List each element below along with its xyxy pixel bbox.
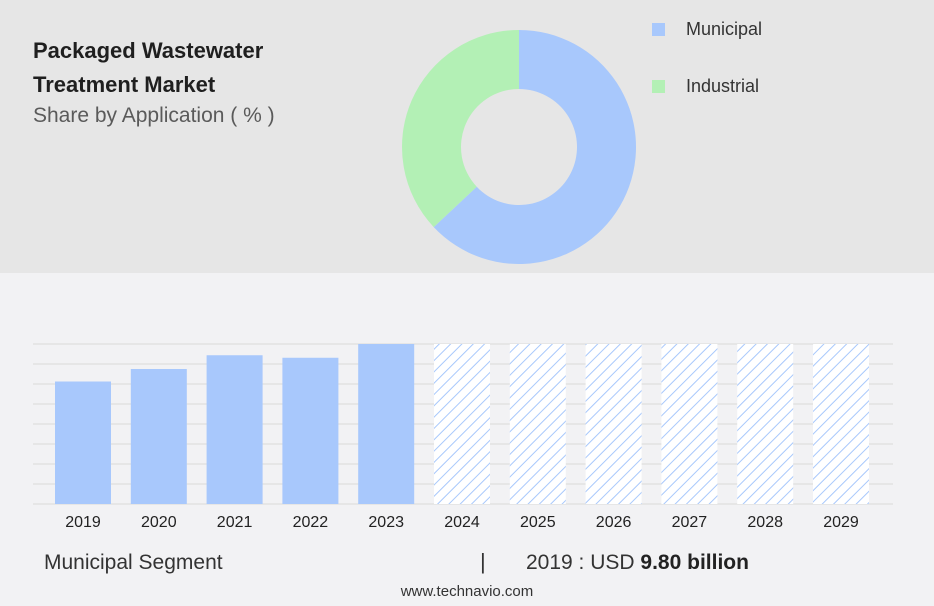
segment-value-prefix: 2019 : USD <box>526 551 635 574</box>
donut-slice-municipal <box>433 30 636 264</box>
bar-chart: 2019 2020 2021 2022 2023 2024 2025 2026 2027 2028… <box>33 343 893 531</box>
segment-value: 2019 : USD 9.80 billion <box>526 551 749 575</box>
forecast-bar-2024 <box>434 344 490 504</box>
x-tick-label: 2019 <box>65 514 101 531</box>
x-tick-label: 2026 <box>596 514 632 531</box>
x-tick-label: 2022 <box>293 514 329 531</box>
forecast-bar-2025 <box>509 344 566 504</box>
x-tick-label: 2023 <box>368 514 404 531</box>
donut-slice-industrial <box>402 30 519 228</box>
chart-title: Packaged Wastewater Treatment Market <box>33 38 264 97</box>
x-tick-label: 2027 <box>672 514 708 531</box>
bar-2020 <box>130 369 187 504</box>
source-url[interactable]: www.technavio.com <box>400 583 534 600</box>
x-tick-label: 2025 <box>520 514 556 531</box>
forecast-bar-2029 <box>813 344 869 504</box>
bar-2019 <box>55 381 111 504</box>
legend-label: Municipal <box>686 18 763 39</box>
donut-legend: Municipal Industrial <box>652 16 762 130</box>
x-tick-label: 2020 <box>141 514 177 531</box>
x-tick-label: 2021 <box>217 514 253 531</box>
legend-swatch <box>652 22 665 36</box>
legend-swatch <box>652 79 665 93</box>
legend-label: Industrial <box>686 75 760 96</box>
donut-chart <box>402 30 636 264</box>
segment-value-amount: 9.80 billion <box>640 551 749 574</box>
segment-label: Municipal Segment <box>44 551 223 574</box>
bar-2021 <box>206 355 263 504</box>
bar-2022 <box>282 357 339 504</box>
forecast-bar-2028 <box>737 344 794 504</box>
forecast-bar-2027 <box>661 344 718 504</box>
x-tick-label: 2028 <box>747 514 783 531</box>
x-tick-label: 2029 <box>823 514 859 531</box>
legend-item-industrial: Industrial <box>652 73 762 99</box>
footer-separator: | <box>480 549 486 574</box>
bar-2023 <box>358 344 415 504</box>
x-tick-label: 2024 <box>444 514 480 531</box>
forecast-bar-2026 <box>585 344 642 504</box>
legend-item-municipal: Municipal <box>652 16 762 42</box>
chart-subtitle: Share by Application ( % ) <box>33 104 275 127</box>
